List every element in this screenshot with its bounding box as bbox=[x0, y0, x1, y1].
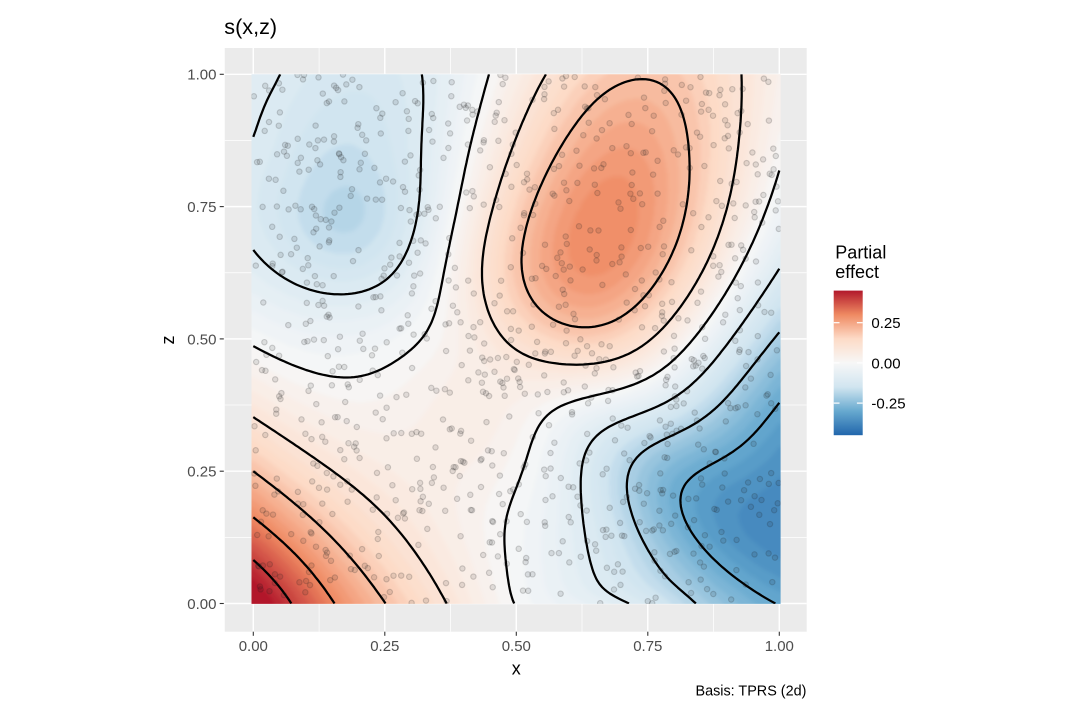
svg-text:0.75: 0.75 bbox=[633, 638, 662, 655]
svg-text:0.25: 0.25 bbox=[871, 315, 900, 332]
svg-text:0.50: 0.50 bbox=[187, 331, 216, 348]
svg-text:Partial: Partial bbox=[835, 242, 886, 262]
svg-text:1.00: 1.00 bbox=[187, 67, 216, 84]
svg-text:0.00: 0.00 bbox=[239, 638, 268, 655]
svg-text:0.00: 0.00 bbox=[187, 596, 216, 613]
svg-text:Basis: TPRS (2d): Basis: TPRS (2d) bbox=[695, 684, 806, 700]
svg-text:0.75: 0.75 bbox=[187, 199, 216, 216]
svg-text:s(x,z): s(x,z) bbox=[224, 14, 277, 39]
svg-text:z: z bbox=[158, 336, 178, 345]
svg-text:0.50: 0.50 bbox=[502, 638, 531, 655]
svg-text:effect: effect bbox=[835, 262, 879, 282]
svg-text:0.25: 0.25 bbox=[370, 638, 399, 655]
svg-text:0.25: 0.25 bbox=[187, 464, 216, 481]
svg-text:0.00: 0.00 bbox=[871, 355, 900, 372]
svg-text:x: x bbox=[512, 658, 521, 678]
svg-text:1.00: 1.00 bbox=[765, 638, 794, 655]
svg-text:-0.25: -0.25 bbox=[871, 396, 905, 413]
